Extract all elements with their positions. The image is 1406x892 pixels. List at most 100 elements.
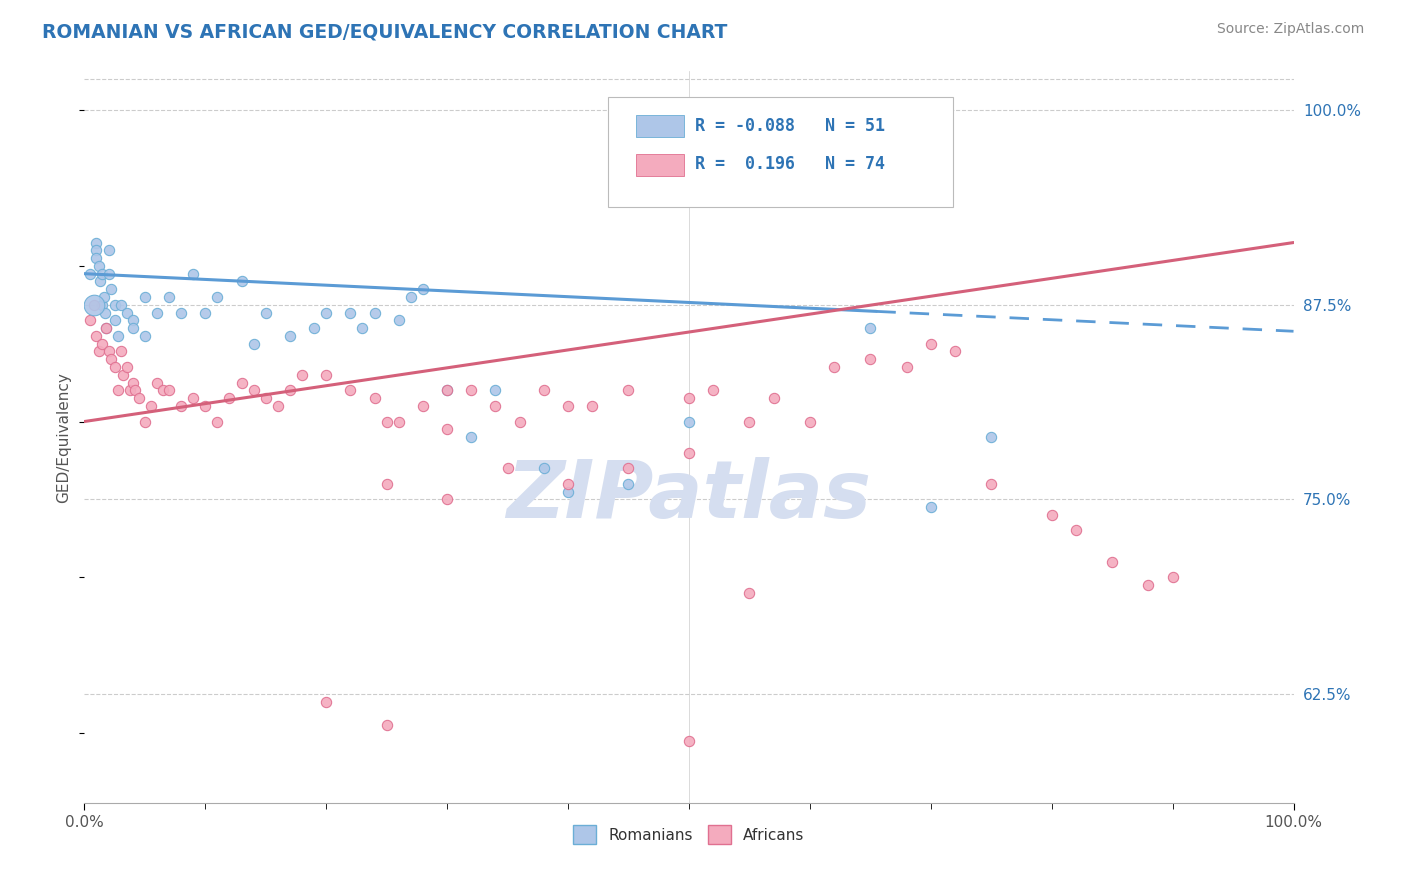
Point [100, 352, 122, 367]
Point [533, 461, 555, 475]
Point [181, 267, 204, 281]
Point [134, 329, 156, 343]
Point [980, 476, 1002, 491]
Point [83, 298, 105, 312]
Point [581, 399, 603, 413]
Point [121, 321, 143, 335]
Point [194, 305, 217, 319]
Legend: Romanians, Africans: Romanians, Africans [567, 819, 811, 850]
Point [436, 492, 458, 507]
Point [97, 344, 120, 359]
Point [617, 476, 640, 491]
Point [110, 298, 132, 312]
Point [91, 336, 114, 351]
Point [460, 384, 482, 398]
Point [115, 305, 138, 319]
Point [920, 336, 942, 351]
Point [170, 399, 193, 413]
Text: ZIPatlas: ZIPatlas [506, 457, 872, 534]
Point [375, 718, 398, 732]
Point [107, 329, 129, 343]
Point [146, 305, 169, 319]
Point [87, 344, 110, 359]
Point [157, 384, 180, 398]
Point [799, 415, 821, 429]
Point [152, 384, 174, 398]
Point [509, 415, 531, 429]
Point [339, 384, 361, 398]
Point [460, 430, 482, 444]
Point [79, 267, 101, 281]
Point [678, 391, 700, 405]
Point [388, 415, 411, 429]
Point [352, 321, 374, 335]
Point [267, 399, 290, 413]
Point [291, 368, 314, 382]
Point [436, 384, 458, 398]
Text: R =  0.196   N = 74: R = 0.196 N = 74 [695, 155, 884, 173]
Text: Source: ZipAtlas.com: Source: ZipAtlas.com [1216, 22, 1364, 37]
Point [112, 368, 135, 382]
Point [1101, 555, 1123, 569]
Y-axis label: GED/Equivalency: GED/Equivalency [56, 372, 72, 502]
Point [104, 359, 127, 374]
Point [91, 298, 114, 312]
Point [557, 476, 579, 491]
Point [496, 461, 519, 475]
Point [120, 384, 142, 398]
Point [678, 445, 700, 459]
Point [134, 415, 156, 429]
Point [557, 399, 579, 413]
Point [181, 391, 204, 405]
Point [107, 384, 129, 398]
Point [412, 399, 434, 413]
Point [302, 321, 325, 335]
Point [157, 290, 180, 304]
Point [823, 359, 845, 374]
Point [762, 391, 785, 405]
Point [412, 282, 434, 296]
Point [678, 415, 700, 429]
Point [315, 695, 337, 709]
Point [93, 290, 115, 304]
Point [83, 298, 105, 312]
Point [484, 399, 506, 413]
Point [91, 267, 114, 281]
Point [980, 430, 1002, 444]
Point [859, 352, 882, 367]
Point [170, 305, 193, 319]
Point [79, 313, 101, 327]
Point [363, 391, 385, 405]
Point [375, 415, 398, 429]
Point [738, 585, 761, 599]
Text: R = -0.088   N = 51: R = -0.088 N = 51 [695, 117, 884, 136]
Point [617, 384, 640, 398]
Point [388, 313, 411, 327]
Point [484, 384, 506, 398]
Point [97, 267, 120, 281]
Point [218, 391, 240, 405]
Point [231, 275, 253, 289]
Point [399, 290, 422, 304]
Point [1161, 570, 1184, 584]
Point [89, 275, 111, 289]
Point [254, 305, 277, 319]
Point [100, 282, 122, 296]
Point [1040, 508, 1063, 522]
Point [94, 305, 117, 319]
Text: ROMANIAN VS AFRICAN GED/EQUIVALENCY CORRELATION CHART: ROMANIAN VS AFRICAN GED/EQUIVALENCY CORR… [42, 22, 727, 41]
Point [94, 321, 117, 335]
Point [97, 244, 120, 258]
Point [533, 384, 555, 398]
Point [94, 321, 117, 335]
Point [436, 422, 458, 436]
Point [86, 235, 108, 250]
FancyBboxPatch shape [636, 115, 685, 137]
Point [1137, 578, 1160, 592]
Point [231, 376, 253, 390]
Point [943, 344, 966, 359]
Point [207, 290, 229, 304]
Point [86, 251, 108, 265]
Point [207, 415, 229, 429]
Point [920, 500, 942, 515]
